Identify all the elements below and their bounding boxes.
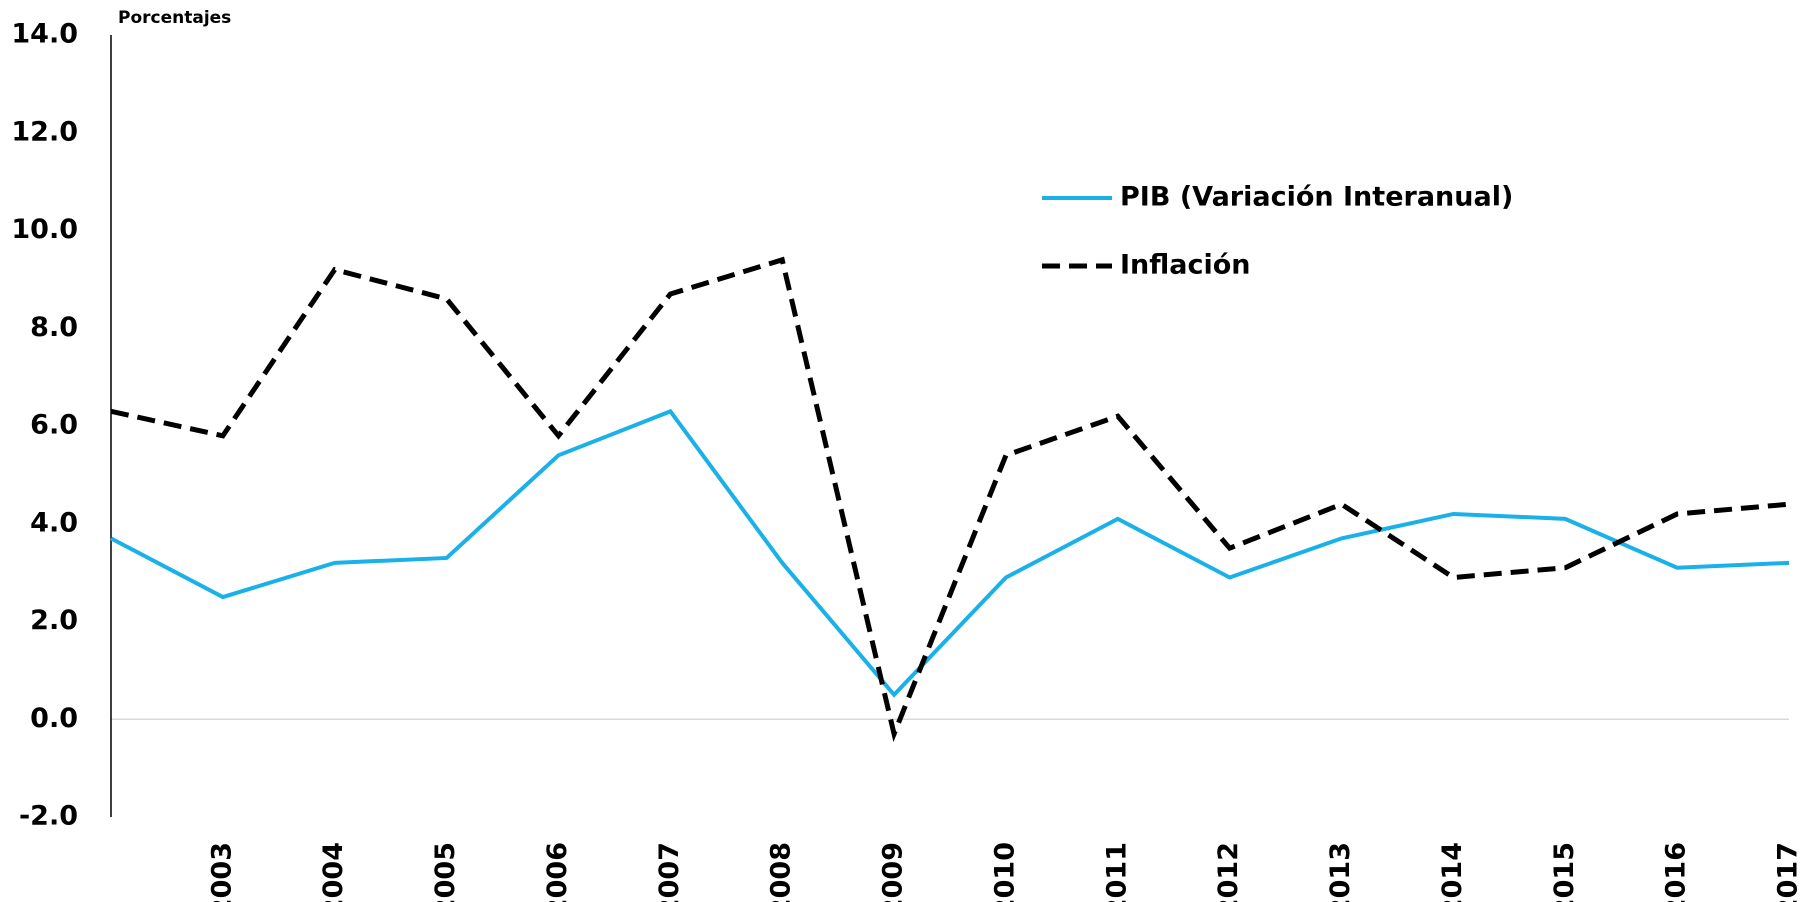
x-tick-label: 2010 — [989, 842, 1020, 902]
y-tick-label: 14.0 — [11, 19, 78, 50]
x-tick-label: 2015 — [1549, 842, 1580, 902]
y-tick-label: -2.0 — [19, 801, 78, 832]
legend-label: Inflación — [1120, 250, 1251, 281]
x-tick-label: 2007 — [654, 842, 685, 902]
y-tick-label: 6.0 — [30, 410, 78, 441]
y-tick-label: 2.0 — [30, 605, 78, 636]
x-tick-label: 2011 — [1101, 842, 1132, 902]
x-tick-label: 2006 — [542, 842, 573, 902]
y-tick-label: 0.0 — [30, 703, 78, 734]
x-tick-label: 2014 — [1437, 842, 1468, 902]
legend-label: PIB (Variación Interanual) — [1120, 182, 1513, 213]
series-line — [110, 408, 1790, 698]
x-tick-label: 2016 — [1661, 842, 1692, 902]
x-tick-label: 2005 — [430, 842, 461, 902]
x-tick-label: 2013 — [1325, 842, 1356, 902]
x-tick-label: 2004 — [318, 842, 349, 902]
y-tick-label: 10.0 — [11, 214, 78, 245]
y-tick-label: 8.0 — [30, 312, 78, 343]
x-tick-label: 2008 — [766, 842, 797, 902]
y-tick-label: 12.0 — [11, 116, 78, 147]
y-axis-label: Porcentajes — [118, 8, 231, 28]
x-tick-label: 2012 — [1213, 842, 1244, 902]
x-tick-label: 2017 — [1773, 842, 1804, 902]
x-tick-label: 2009 — [878, 842, 909, 902]
x-tick-label: 2003 — [206, 842, 237, 902]
y-tick-label: 4.0 — [30, 507, 78, 538]
series-line — [110, 256, 1790, 743]
